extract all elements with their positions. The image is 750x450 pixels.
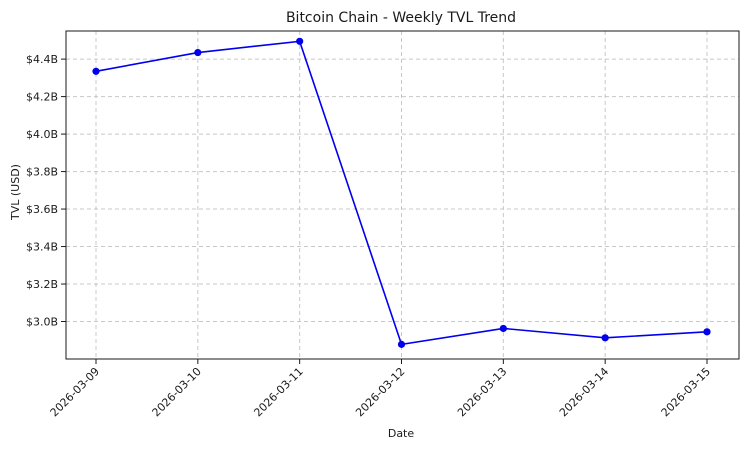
plot-frame <box>65 30 740 360</box>
x-axis-ticks: 2026-03-09 2026-03-10 2026-03-11 2026-03-12… <box>48 359 713 419</box>
data-point <box>296 37 304 45</box>
data-point <box>397 340 406 348</box>
data-point <box>194 48 202 57</box>
data-point <box>703 328 711 336</box>
y-tick-label: $3.2B <box>26 278 58 291</box>
grid-layer <box>66 31 739 359</box>
x-tick-label: 2026-03-09 <box>48 365 102 419</box>
x-tick-label: 2026-03-11 <box>251 365 305 419</box>
y-axis-ticks: $3.0B $3.2B $3.4B $3.6B $3.8B $4.0B $4.2B $4.4B <box>26 53 66 329</box>
series-layer <box>92 37 711 348</box>
data-point <box>92 67 100 75</box>
x-tick-label: 2026-03-15 <box>659 365 713 419</box>
y-tick-label: $3.4B <box>26 241 58 254</box>
y-axis-label: TVL (USD) <box>9 164 22 221</box>
x-tick-label: 2026-03-10 <box>150 365 204 419</box>
y-tick-label: $4.4B <box>26 53 58 66</box>
x-tick-label: 2026-03-13 <box>455 365 509 419</box>
chart-title: Bitcoin Chain - Weekly TVL Trend <box>286 10 516 26</box>
y-tick-label: $3.8B <box>26 166 58 179</box>
y-tick-label: $3.0B <box>26 316 58 329</box>
axes-layer <box>65 30 740 360</box>
x-tick-label: 2026-03-14 <box>557 365 611 419</box>
data-point <box>499 324 507 333</box>
y-tick-label: $3.6B <box>26 203 58 216</box>
x-axis-label: Date <box>388 427 415 440</box>
data-point <box>601 334 609 342</box>
y-tick-label: $4.2B <box>26 91 58 104</box>
x-tick-label: 2026-03-12 <box>353 365 407 419</box>
y-tick-label: $4.0B <box>26 128 58 141</box>
